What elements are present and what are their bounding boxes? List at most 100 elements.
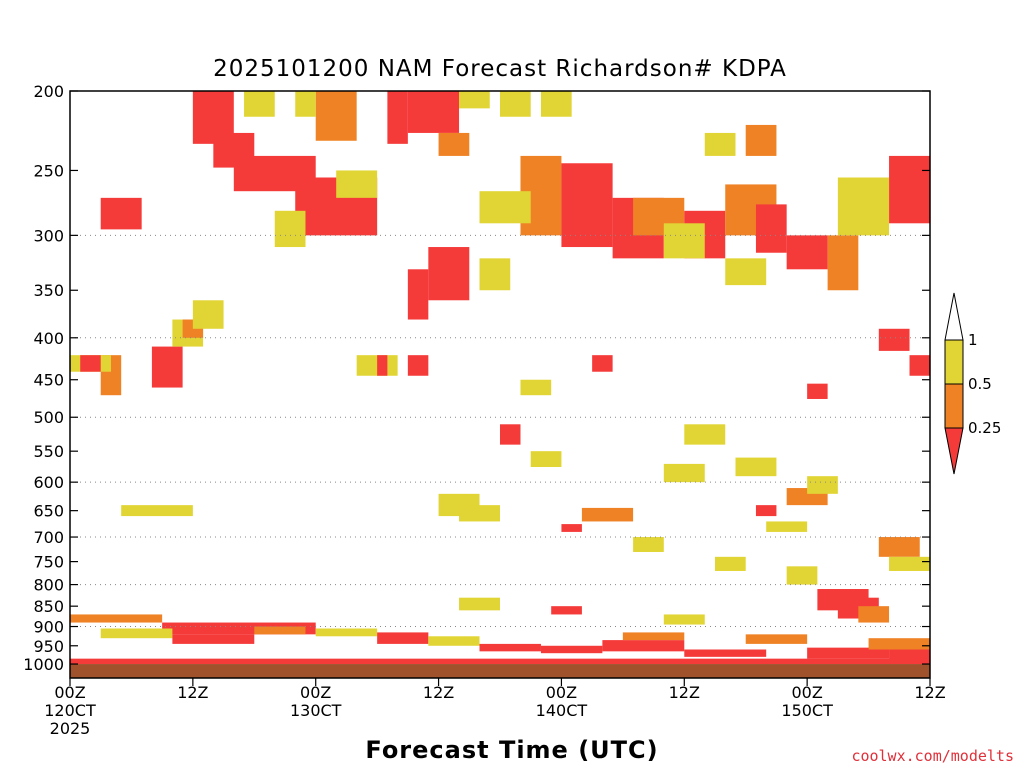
heatmap-cell — [336, 170, 378, 198]
heatmap-cell — [561, 163, 613, 248]
y-tick-label: 800 — [33, 576, 64, 595]
heatmap-cell — [80, 355, 101, 372]
x-tick-label: 120CT — [44, 701, 96, 720]
x-axis-label: Forecast Time (UTC) — [365, 736, 658, 764]
heatmap-cell — [889, 155, 930, 224]
heatmap-cell — [909, 355, 930, 376]
colorbar-bin-025-05 — [944, 383, 964, 429]
heatmap-cell — [540, 91, 572, 117]
x-tick-label: 140CT — [536, 701, 588, 720]
heatmap-cell — [602, 640, 685, 652]
heatmap-cell — [633, 537, 664, 552]
y-tick-label: 600 — [33, 473, 64, 492]
heatmap-cell — [151, 346, 183, 388]
heatmap-cell — [684, 649, 767, 657]
plot-frame — [69, 90, 931, 679]
x-tick-label: 12Z — [914, 683, 945, 702]
heatmap-cell — [858, 606, 890, 623]
heatmap-cell — [745, 124, 777, 156]
heatmap-cell — [766, 521, 808, 532]
heatmap-cell — [459, 597, 500, 611]
heatmap-cell — [868, 638, 930, 650]
heatmap-cell — [500, 424, 521, 445]
heatmap-cell — [459, 91, 490, 109]
heatmap-cell — [438, 132, 470, 156]
heatmap-cell — [459, 505, 500, 522]
colorbar-label-025: 0.25 — [968, 419, 1001, 437]
y-tick-label: 250 — [33, 161, 64, 180]
y-tick-label: 700 — [33, 528, 64, 547]
heatmap-cell — [704, 132, 736, 156]
heatmap-cell — [735, 457, 777, 477]
chart-title: 2025101200 NAM Forecast Richardson# KDPA — [213, 56, 787, 82]
heatmap-cell — [878, 537, 920, 557]
heatmap-cell — [315, 628, 378, 637]
colorbar-label-05: 0.5 — [968, 375, 992, 393]
heatmap-cell — [725, 258, 767, 286]
heatmap-cell — [407, 269, 429, 320]
heatmap-cell — [889, 649, 930, 661]
heatmap-cell — [192, 300, 224, 329]
colorbar-bin-gt1 — [944, 292, 964, 341]
heatmap-cell — [428, 247, 470, 301]
heatmap-cell — [715, 556, 746, 571]
heatmap-cell — [581, 507, 634, 522]
y-tick-label: 850 — [33, 597, 64, 616]
x-tick-label: 12Z — [423, 683, 454, 702]
x-tick-label: 00Z — [300, 683, 331, 702]
heatmap-cell — [520, 379, 552, 396]
heatmap-cell — [889, 556, 930, 571]
colorbar-bin-lt025 — [944, 427, 964, 475]
heatmap-cell — [878, 328, 910, 351]
heatmap-cell — [407, 355, 429, 376]
heatmap-cell — [70, 614, 163, 623]
heatmap-cell — [274, 210, 306, 248]
heatmap-cell — [622, 632, 685, 641]
heatmap-cell — [786, 235, 828, 270]
heatmap-cell — [479, 643, 541, 652]
heatmap-cell — [387, 91, 408, 144]
y-tick-label: 900 — [33, 618, 64, 637]
heatmap-cell — [663, 223, 705, 259]
heatmap-cell — [551, 606, 582, 615]
y-tick-label: 650 — [33, 502, 64, 521]
colorbar: 1 0.5 0.25 — [944, 292, 1001, 475]
y-tick-label: 400 — [33, 329, 64, 348]
y-tick-label: 350 — [33, 281, 64, 300]
x-tick-label: 12Z — [177, 683, 208, 702]
heatmap-cell — [745, 634, 808, 644]
heatmap-cell — [807, 476, 838, 494]
heatmap-cell — [592, 355, 613, 372]
x-tick-label: 00Z — [54, 683, 85, 702]
heatmap-cell — [295, 91, 316, 117]
heatmap-cell — [100, 197, 142, 230]
y-tick-label: 1000 — [23, 655, 64, 674]
y-tick-label: 450 — [33, 371, 64, 390]
x-tick-label: 2025 — [50, 719, 91, 738]
credit-text: coolwx.com/modelts — [851, 747, 1014, 765]
heatmap-cell — [428, 636, 480, 646]
surface-fill — [70, 664, 930, 678]
x-tick-label: 150CT — [781, 701, 833, 720]
heatmap-cell — [807, 647, 890, 659]
y-tick-label: 550 — [33, 442, 64, 461]
grid-lines — [70, 234, 930, 628]
x-tick-label: 00Z — [791, 683, 822, 702]
heatmap-cell — [684, 424, 726, 445]
heatmap-cell — [663, 463, 705, 483]
heatmap-cell — [837, 177, 890, 236]
heatmap-cell — [663, 614, 705, 625]
colorbar-label-1: 1 — [968, 331, 978, 349]
heatmap-cell — [755, 204, 787, 253]
heatmap-cell — [807, 383, 828, 399]
heatmap-cell — [540, 645, 603, 654]
heatmap-cell — [377, 355, 388, 376]
heatmap-cell — [70, 658, 930, 665]
heatmap-cell — [479, 258, 511, 291]
heatmap-cell — [561, 524, 582, 532]
heatmap-cell — [479, 191, 531, 224]
x-tick-label: 130CT — [290, 701, 342, 720]
heatmap-cells — [70, 91, 930, 665]
